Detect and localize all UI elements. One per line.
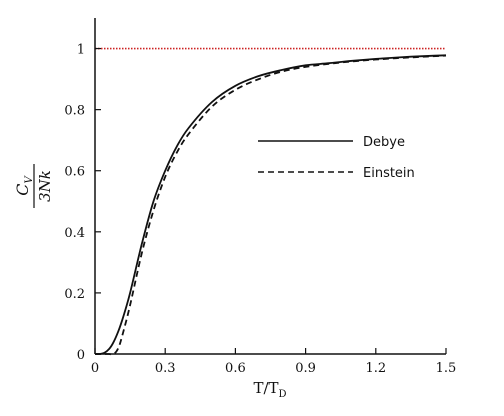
- x-tick-label: 0.9: [295, 361, 316, 376]
- series-line-debye: [94, 54, 447, 355]
- y-tick-label: 0.6: [64, 165, 85, 180]
- y-tick-label: 0.4: [64, 226, 85, 241]
- y-tick-label: 0.2: [64, 287, 85, 302]
- x-axis-title-subscript: D: [279, 389, 287, 400]
- y-axis-title-numerator: CV: [13, 174, 35, 195]
- y-axis-title: CV 3Nk: [13, 164, 54, 208]
- legend-label-einstein: Einstein: [363, 166, 415, 181]
- x-tick-label: 1.2: [365, 361, 386, 376]
- x-tick-label: 0: [91, 361, 99, 376]
- x-tick-label: 0.3: [155, 361, 176, 376]
- y-tick-label: 1: [77, 43, 85, 58]
- y-axis-title-denominator: 3Nk: [36, 170, 54, 202]
- series-line-einstein: [94, 54, 447, 356]
- x-axis-title: T/TD: [253, 379, 286, 400]
- x-tick-label: 1.5: [436, 361, 457, 376]
- x-tick-label: 0.6: [225, 361, 246, 376]
- y-tick-label: 0: [77, 348, 85, 363]
- y-tick-label: 0.8: [64, 104, 85, 119]
- legend: Debye Einstein: [258, 135, 415, 181]
- legend-label-debye: Debye: [363, 135, 405, 150]
